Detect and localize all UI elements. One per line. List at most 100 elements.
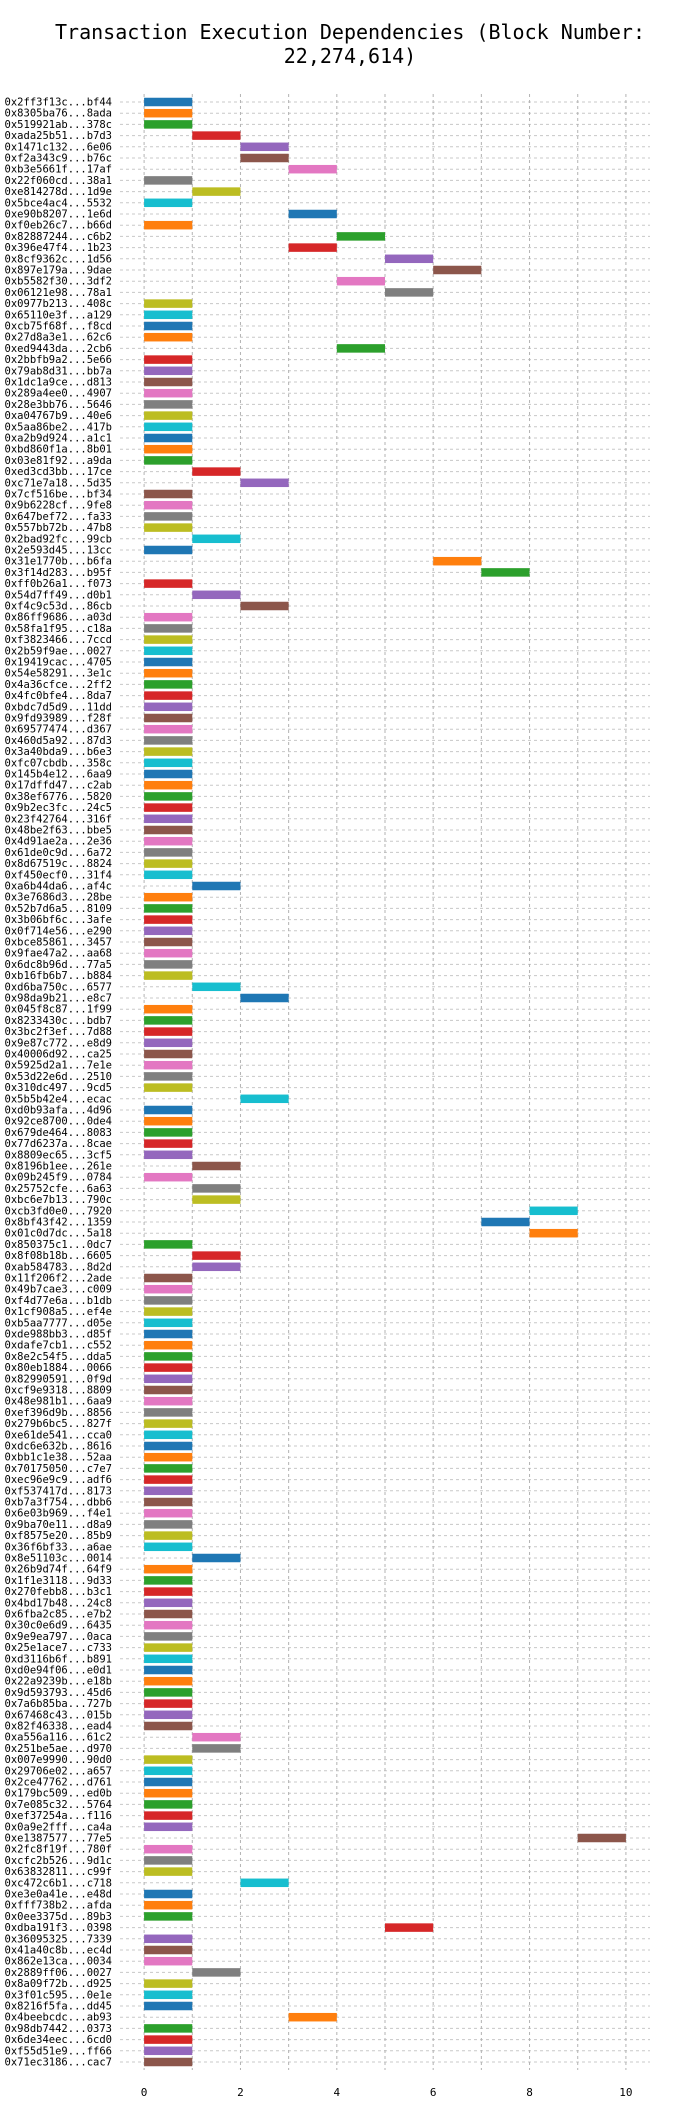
y-tick-label: 0x5aa86be2...417b [5,421,112,433]
y-tick-label: 0x40006d92...ca25 [5,1049,112,1061]
y-tick-label: 0x49b7cae3...c009 [5,1284,112,1296]
x-tick-label: 10 [619,2086,632,2099]
y-tick-label: 0x045f8c87...1f99 [5,1004,112,1016]
y-tick-label: 0x8216f5fa...dd45 [5,2001,112,2013]
bar [144,836,193,846]
bar [240,478,289,488]
y-tick-label: 0x52b7d6a5...8109 [5,903,112,915]
bar [192,1195,241,1204]
bar [336,232,385,241]
y-tick-label: 0xa04767b9...40e6 [5,410,112,422]
y-tick-label: 0x8196b1ee...261e [5,1161,112,1173]
y-tick-label: 0x30c0e6d9...6435 [5,1620,112,1632]
y-tick-label: 0x01c0d7dc...5a18 [5,1228,112,1240]
y-tick-label: 0x4beebcdc...ab93 [5,2012,112,2024]
bar [144,1643,193,1652]
bar [192,982,241,992]
bar [144,176,193,185]
y-tick-label: 0xada25b51...b7d3 [5,130,112,142]
y-tick-label: 0xd0e94f06...e0d1 [5,1665,112,1677]
y-tick-label: 0x2e593d45...13cc [5,545,112,557]
y-tick-label: 0x2bad92fc...99cb [5,533,112,545]
y-tick-label: 0x8f08b18b...6605 [5,1250,112,1262]
x-tick-label: 8 [526,2086,533,2099]
x-tick-label: 6 [430,2086,437,2099]
bar [144,1688,193,1697]
y-tick-label: 0x2889ff06...0027 [5,1967,112,1979]
y-tick-label: 0x48e981b1...6aa9 [5,1396,112,1408]
y-tick-label: 0x9fae47a2...aa68 [5,948,112,960]
bar [192,1744,241,1753]
bar [144,1620,193,1630]
y-tick-label: 0x80eb1884...0066 [5,1362,112,1374]
y-tick-label: 0x270febb8...b3c1 [5,1586,112,1598]
bar [240,1094,289,1104]
y-tick-label: 0xbb1c1e38...52aa [5,1452,112,1464]
y-tick-label: 0x6dc8b96d...77a5 [5,959,112,971]
bar [144,1004,193,1014]
y-tick-label: 0x0a9e2fff...ca4a [5,1821,112,1833]
y-tick-label: 0x519921ab...378c [5,119,112,131]
y-tick-label: 0x36095325...7339 [5,1933,112,1945]
bar [144,411,193,420]
y-tick-label: 0x8d67519c...8824 [5,858,112,870]
y-tick-label: 0x41a40c8b...ec4d [5,1945,112,1957]
bar [144,444,193,454]
y-tick-label: 0x2ce47762...d761 [5,1777,112,1789]
y-tick-label: 0x69577474...d367 [5,724,112,736]
bar [144,1676,193,1686]
bar [144,1564,193,1574]
y-tick-label: 0x9fd93989...f28f [5,713,112,725]
y-tick-label: 0x2fc8f19f...780f [5,1844,112,1856]
y-tick-label: 0x48be2f63...bbe5 [5,825,112,837]
bar [288,164,337,174]
y-tick-label: 0xbce85861...3457 [5,937,112,949]
bar [144,1240,193,1249]
y-tick-label: 0x1dc1a9ce...d813 [5,377,112,389]
y-tick-label: 0x82887244...c6b2 [5,231,112,243]
y-tick-label: 0xef37254a...f116 [5,1810,112,1822]
bar [240,601,289,611]
bar [144,1027,193,1036]
bar [144,1900,193,1910]
y-tick-label: 0x679de464...8083 [5,1127,112,1139]
y-tick-label: 0x2bbfb9a2...5e66 [5,354,112,366]
y-tick-label: 0x9ba70e11...d8a9 [5,1519,112,1531]
bar [144,355,193,364]
y-tick-label: 0xde988bb3...d85f [5,1329,112,1341]
y-tick-label: 0x54e58291...3e1c [5,668,112,680]
bar [144,1172,193,1182]
bar [144,736,193,745]
y-tick-label: 0x4a36cfce...2ff2 [5,679,112,691]
y-tick-label: 0xa2b9d924...a1c1 [5,433,112,445]
bar [144,1083,193,1092]
y-tick-label: 0xd0b93afa...4d96 [5,1105,112,1117]
y-tick-label: 0x850375c1...0dc7 [5,1239,112,1251]
y-tick-label: 0x65110e3f...a129 [5,309,112,321]
bar [433,556,482,566]
bar [144,1318,193,1328]
bar [144,523,193,532]
bar [144,1441,193,1451]
bar [144,960,193,969]
y-tick-label: 0x23f42764...316f [5,813,112,825]
bar [144,1352,193,1361]
bar [144,668,193,678]
y-tick-label: 0x8cf9362c...1d56 [5,253,112,265]
y-tick-label: 0xfff738b2...afda [5,1900,112,1912]
y-tick-label: 0x8e2c54f5...dda5 [5,1351,112,1363]
y-tick-label: 0x53d22e6d...2510 [5,1071,112,1083]
bar [144,1811,193,1820]
bar [144,1934,193,1944]
y-tick-label: 0xf4d77e6a...b1db [5,1295,112,1307]
bar [144,1060,193,1070]
bar [144,1296,193,1305]
bar [481,1217,530,1227]
y-tick-label: 0x28e3bb76...5646 [5,399,112,411]
y-tick-label: 0xbd860f1a...8b01 [5,444,112,456]
y-tick-label: 0xf8575e20...85b9 [5,1530,112,1542]
y-tick-label: 0x8305ba76...8ada [5,108,112,120]
bar [144,377,193,387]
y-tick-label: 0x897e179a...9dae [5,265,112,277]
y-tick-label: 0xbc6e7b13...790c [5,1194,112,1206]
